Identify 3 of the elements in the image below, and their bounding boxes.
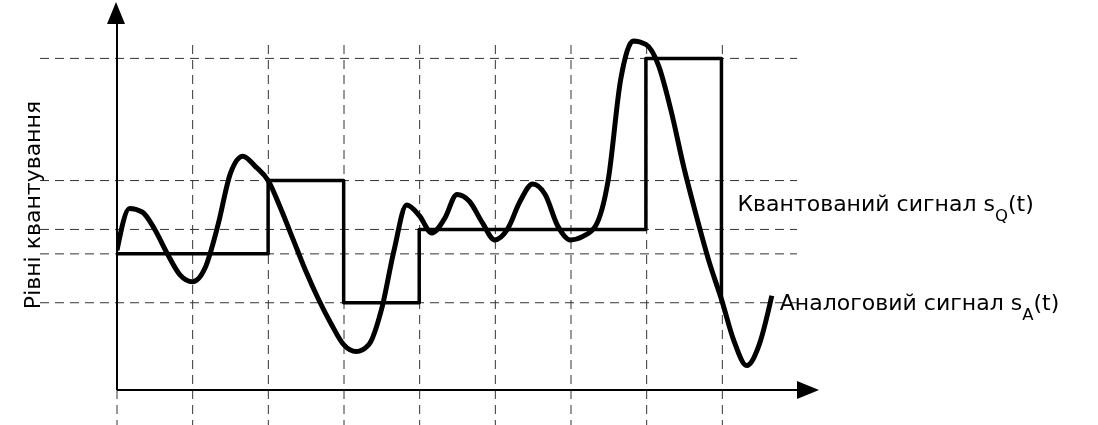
series-label: Аналоговий сигнал s$_{A}$(t) bbox=[779, 289, 1060, 324]
y-axis-title: Рівні квантування bbox=[20, 100, 45, 310]
series-label: Квантований сигнал s$_{Q}$(t) bbox=[737, 190, 1034, 225]
